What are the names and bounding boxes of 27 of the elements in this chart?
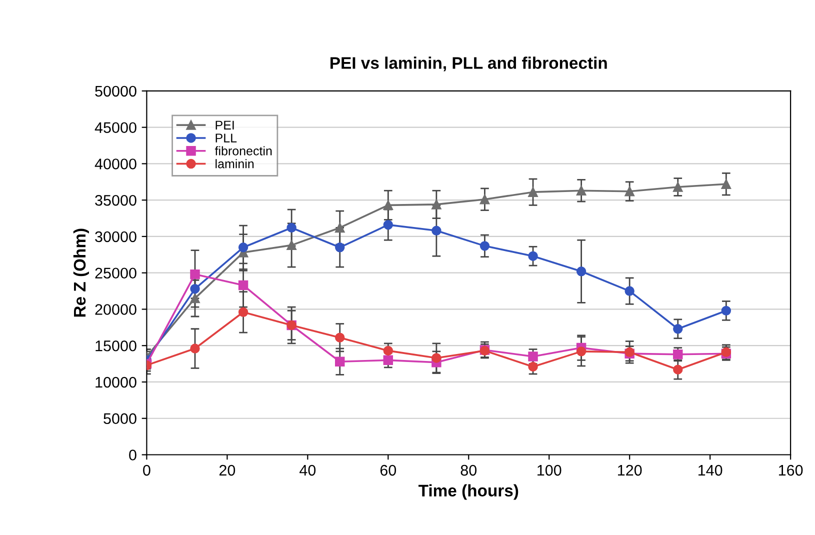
x-tick-label: 20 — [219, 464, 236, 476]
legend-label: PEI — [216, 120, 234, 130]
x-tick-label: 60 — [380, 464, 396, 476]
y-tick-label: 10000 — [96, 376, 136, 388]
y-tick-label: 45000 — [94, 122, 136, 134]
x-tick-label: 80 — [460, 464, 477, 476]
y-tick-label: 5000 — [104, 413, 136, 424]
y-tick-label: 40000 — [94, 158, 136, 170]
legend-label: fibronectin — [214, 146, 272, 156]
y-tick-label: 20000 — [95, 304, 136, 315]
x-tick-label: 120 — [618, 464, 642, 476]
y-tick-label: 15000 — [96, 340, 136, 352]
y-tick-label: 25000 — [95, 268, 136, 279]
x-tick-label: 0 — [143, 464, 150, 476]
y-tick-label: 30000 — [95, 231, 136, 242]
y-tick-label: 35000 — [95, 194, 136, 206]
y-tick-label: 50000 — [95, 86, 136, 97]
legend-label: laminin — [216, 159, 254, 168]
y-tick-label: 0 — [129, 450, 136, 460]
x-tick-label: 40 — [300, 464, 316, 476]
x-axis-title: Time (hours) — [418, 484, 518, 500]
y-axis-title: Re Z (Ohm) — [73, 228, 89, 317]
x-tick-label: 140 — [698, 464, 722, 476]
x-tick-label: 100 — [538, 464, 562, 476]
legend-label: PLL — [216, 134, 237, 142]
chart-title: PEI vs laminin, PLL and fibronectin — [330, 56, 607, 72]
x-tick-label: 160 — [778, 464, 803, 476]
